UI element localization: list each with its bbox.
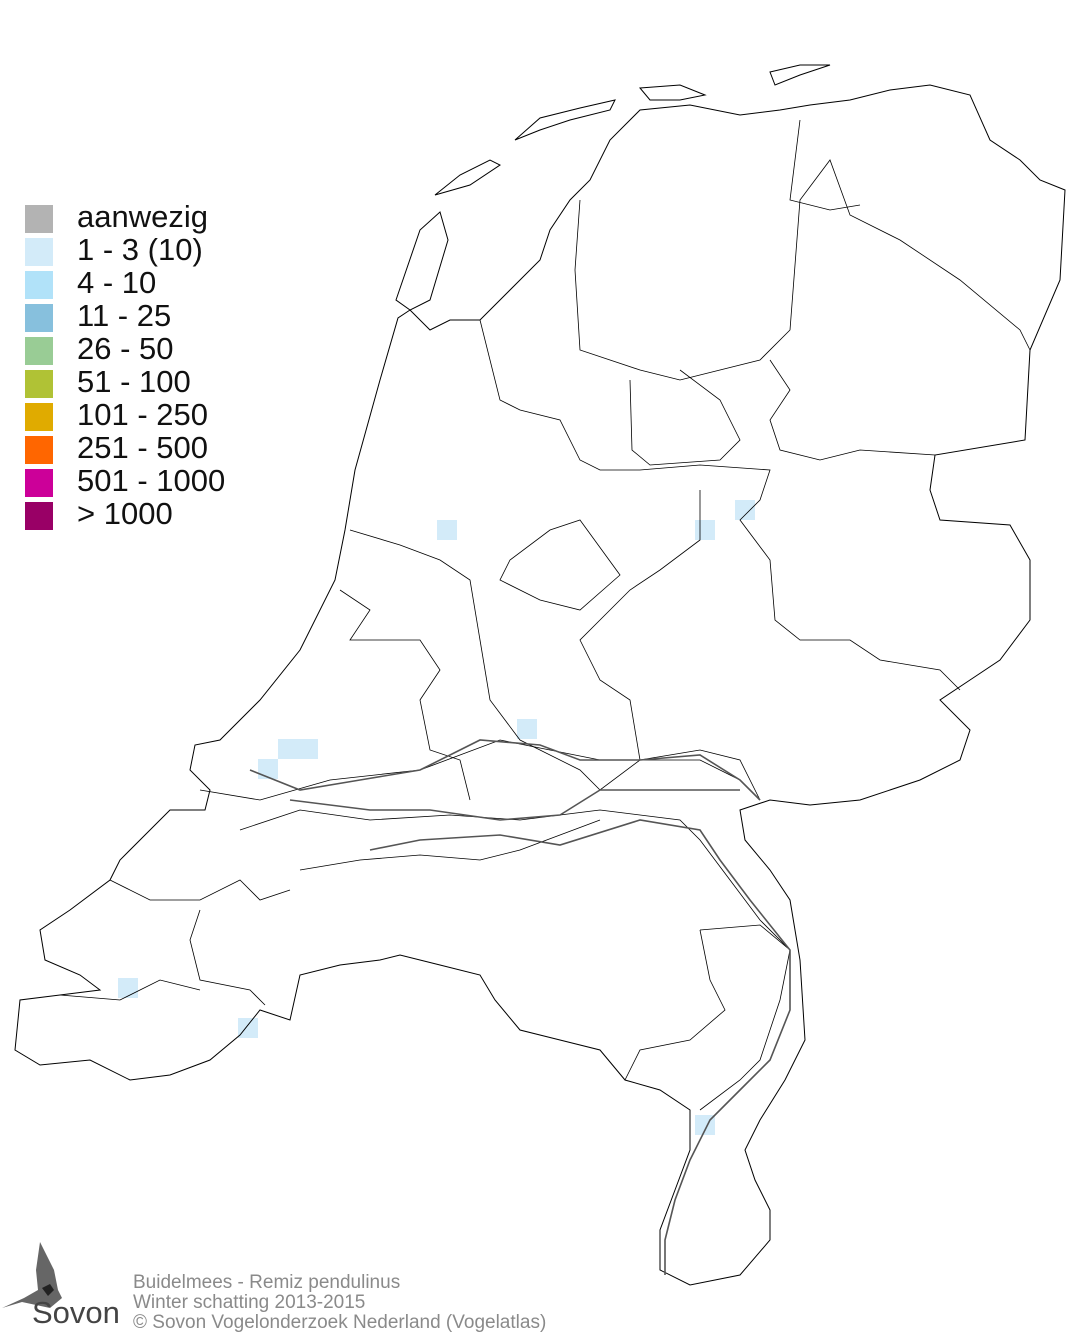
occupied-cells [118,500,755,1135]
legend-label: 101 - 250 [77,397,208,432]
legend-swatch [25,502,53,530]
survey-period: Winter schatting 2013-2015 [133,1292,366,1313]
legend-swatch [25,370,53,398]
legend-label: 11 - 25 [77,298,172,333]
legend-label: aanwezig [77,199,208,234]
legend-label: 1 - 3 (10) [77,232,203,267]
legend-label: 4 - 10 [77,265,157,300]
legend-swatch [25,469,53,497]
country-outline [14,64,1066,1286]
legend-label: 251 - 500 [77,430,208,465]
species-name: Buidelmees - Remiz pendulinus [133,1272,401,1293]
sovon-bird-logo-icon [2,1242,62,1308]
occupied-cell [437,520,457,540]
legend-swatch [25,436,53,464]
occupied-cell [258,759,278,779]
legend-swatch [25,337,53,365]
legend-label: > 1000 [77,496,173,531]
legend-swatch [25,205,53,233]
legend-swatch [25,271,53,299]
map-caption: Buidelmees - Remiz pendulinus Winter sch… [133,1273,546,1333]
rivers [249,739,791,1275]
legend-swatch [25,403,53,431]
legend-label: 26 - 50 [77,331,174,366]
sovon-logo-text: Sovon [32,1295,120,1330]
occupied-cell [517,719,537,739]
province-borders [59,119,1031,1111]
copyright: © Sovon Vogelonderzoek Nederland (Vogela… [133,1312,547,1333]
occupied-cell [238,1018,258,1038]
legend-swatch [25,304,53,332]
legend-swatch [25,238,53,266]
legend-label: 501 - 1000 [77,463,226,498]
occupied-cell [735,500,755,520]
occupied-cell [118,978,138,998]
occupied-cell [278,739,318,759]
occupied-cell [695,520,715,540]
legend-label: 51 - 100 [77,364,191,399]
